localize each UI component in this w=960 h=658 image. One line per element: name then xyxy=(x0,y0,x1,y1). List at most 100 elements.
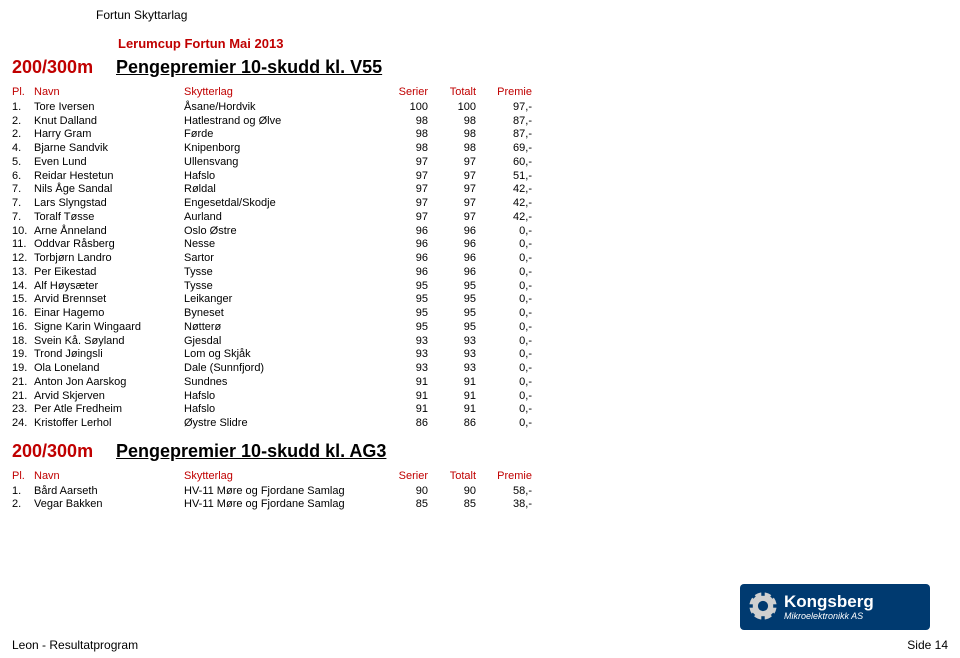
cell-prize: 42,- xyxy=(476,197,532,211)
col-prize: Premie xyxy=(476,86,532,100)
cell-total: 97 xyxy=(428,170,476,184)
cell-pl: 16. xyxy=(12,307,34,321)
cell-club: Åsane/Hordvik xyxy=(184,101,380,115)
cell-club: Øystre Slidre xyxy=(184,417,380,431)
cell-total: 97 xyxy=(428,197,476,211)
cell-series: 95 xyxy=(380,321,428,335)
cell-name: Bård Aarseth xyxy=(34,485,184,499)
cell-prize: 0,- xyxy=(476,403,532,417)
col-prize: Premie xyxy=(476,470,532,484)
cell-prize: 51,- xyxy=(476,170,532,184)
cell-prize: 87,- xyxy=(476,128,532,142)
table-row: 21.Arvid SkjervenHafslo91910,- xyxy=(12,390,920,404)
cell-total: 95 xyxy=(428,293,476,307)
table-header: Pl.NavnSkytterlagSerierTotaltPremie xyxy=(12,470,920,484)
page-footer: Leon - Resultatprogram Side 14 xyxy=(12,638,948,652)
cell-club: Hafslo xyxy=(184,390,380,404)
cell-series: 96 xyxy=(380,266,428,280)
distance-label: 200/300m xyxy=(12,57,116,78)
cell-total: 91 xyxy=(428,390,476,404)
cell-prize: 0,- xyxy=(476,376,532,390)
cell-series: 96 xyxy=(380,225,428,239)
table-row: 16.Signe Karin WingaardNøtterø95950,- xyxy=(12,321,920,335)
cell-name: Reidar Hestetun xyxy=(34,170,184,184)
cell-prize: 0,- xyxy=(476,252,532,266)
cell-prize: 87,- xyxy=(476,115,532,129)
table-row: 4.Bjarne SandvikKnipenborg989869,- xyxy=(12,142,920,156)
cell-pl: 5. xyxy=(12,156,34,170)
cell-total: 96 xyxy=(428,238,476,252)
cell-pl: 23. xyxy=(12,403,34,417)
cell-prize: 0,- xyxy=(476,321,532,335)
cell-series: 86 xyxy=(380,417,428,431)
cell-name: Ola Loneland xyxy=(34,362,184,376)
col-series: Serier xyxy=(380,86,428,100)
cell-pl: 10. xyxy=(12,225,34,239)
cell-club: Byneset xyxy=(184,307,380,321)
category-title: Pengepremier 10-skudd kl. V55 xyxy=(116,57,382,78)
cell-prize: 0,- xyxy=(476,307,532,321)
table-row: 1.Tore IversenÅsane/Hordvik10010097,- xyxy=(12,101,920,115)
cell-club: Nøtterø xyxy=(184,321,380,335)
cell-pl: 6. xyxy=(12,170,34,184)
cell-club: Ullensvang xyxy=(184,156,380,170)
cell-club: Gjesdal xyxy=(184,335,380,349)
cell-pl: 2. xyxy=(12,115,34,129)
cell-club: Førde xyxy=(184,128,380,142)
cell-total: 97 xyxy=(428,183,476,197)
cell-name: Signe Karin Wingaard xyxy=(34,321,184,335)
cell-prize: 0,- xyxy=(476,280,532,294)
cell-total: 93 xyxy=(428,348,476,362)
table-row: 5.Even LundUllensvang979760,- xyxy=(12,156,920,170)
event-title: Lerumcup Fortun Mai 2013 xyxy=(118,36,920,51)
table-row: 23.Per Atle FredheimHafslo91910,- xyxy=(12,403,920,417)
cell-pl: 12. xyxy=(12,252,34,266)
cell-club: Leikanger xyxy=(184,293,380,307)
cell-pl: 13. xyxy=(12,266,34,280)
cell-prize: 0,- xyxy=(476,335,532,349)
table-row: 13.Per EikestadTysse96960,- xyxy=(12,266,920,280)
cell-name: Torbjørn Landro xyxy=(34,252,184,266)
cell-name: Arvid Skjerven xyxy=(34,390,184,404)
cell-name: Per Eikestad xyxy=(34,266,184,280)
cell-series: 95 xyxy=(380,280,428,294)
cell-prize: 0,- xyxy=(476,225,532,239)
cell-name: Svein Kå. Søyland xyxy=(34,335,184,349)
cell-prize: 97,- xyxy=(476,101,532,115)
cell-series: 98 xyxy=(380,128,428,142)
cell-series: 96 xyxy=(380,238,428,252)
cell-club: Tysse xyxy=(184,266,380,280)
cell-series: 97 xyxy=(380,183,428,197)
cell-series: 98 xyxy=(380,142,428,156)
table-row: 2.Knut DallandHatlestrand og Ølve989887,… xyxy=(12,115,920,129)
cell-total: 96 xyxy=(428,225,476,239)
cell-pl: 7. xyxy=(12,197,34,211)
cell-total: 85 xyxy=(428,498,476,512)
cell-pl: 2. xyxy=(12,128,34,142)
logo-brand: Kongsberg xyxy=(784,593,874,610)
cell-pl: 7. xyxy=(12,183,34,197)
cell-pl: 7. xyxy=(12,211,34,225)
footer-right: Side 14 xyxy=(907,638,948,652)
results-table: Pl.NavnSkytterlagSerierTotaltPremie1.Bår… xyxy=(12,470,920,512)
table-row: 24.Kristoffer LerholØystre Slidre86860,- xyxy=(12,417,920,431)
table-row: 21.Anton Jon AarskogSundnes91910,- xyxy=(12,376,920,390)
cell-total: 93 xyxy=(428,362,476,376)
cell-total: 98 xyxy=(428,142,476,156)
cell-total: 96 xyxy=(428,266,476,280)
cell-pl: 19. xyxy=(12,348,34,362)
cell-series: 93 xyxy=(380,348,428,362)
cell-pl: 4. xyxy=(12,142,34,156)
cell-total: 95 xyxy=(428,280,476,294)
table-row: 7.Nils Åge SandalRøldal979742,- xyxy=(12,183,920,197)
table-row: 14.Alf HøysæterTysse95950,- xyxy=(12,280,920,294)
distance-label: 200/300m xyxy=(12,441,116,462)
cell-series: 85 xyxy=(380,498,428,512)
cell-total: 95 xyxy=(428,321,476,335)
cell-prize: 0,- xyxy=(476,362,532,376)
cell-name: Vegar Bakken xyxy=(34,498,184,512)
cell-series: 97 xyxy=(380,211,428,225)
cell-name: Arne Ånneland xyxy=(34,225,184,239)
table-row: 16.Einar HagemoByneset95950,- xyxy=(12,307,920,321)
table-row: 15.Arvid BrennsetLeikanger95950,- xyxy=(12,293,920,307)
